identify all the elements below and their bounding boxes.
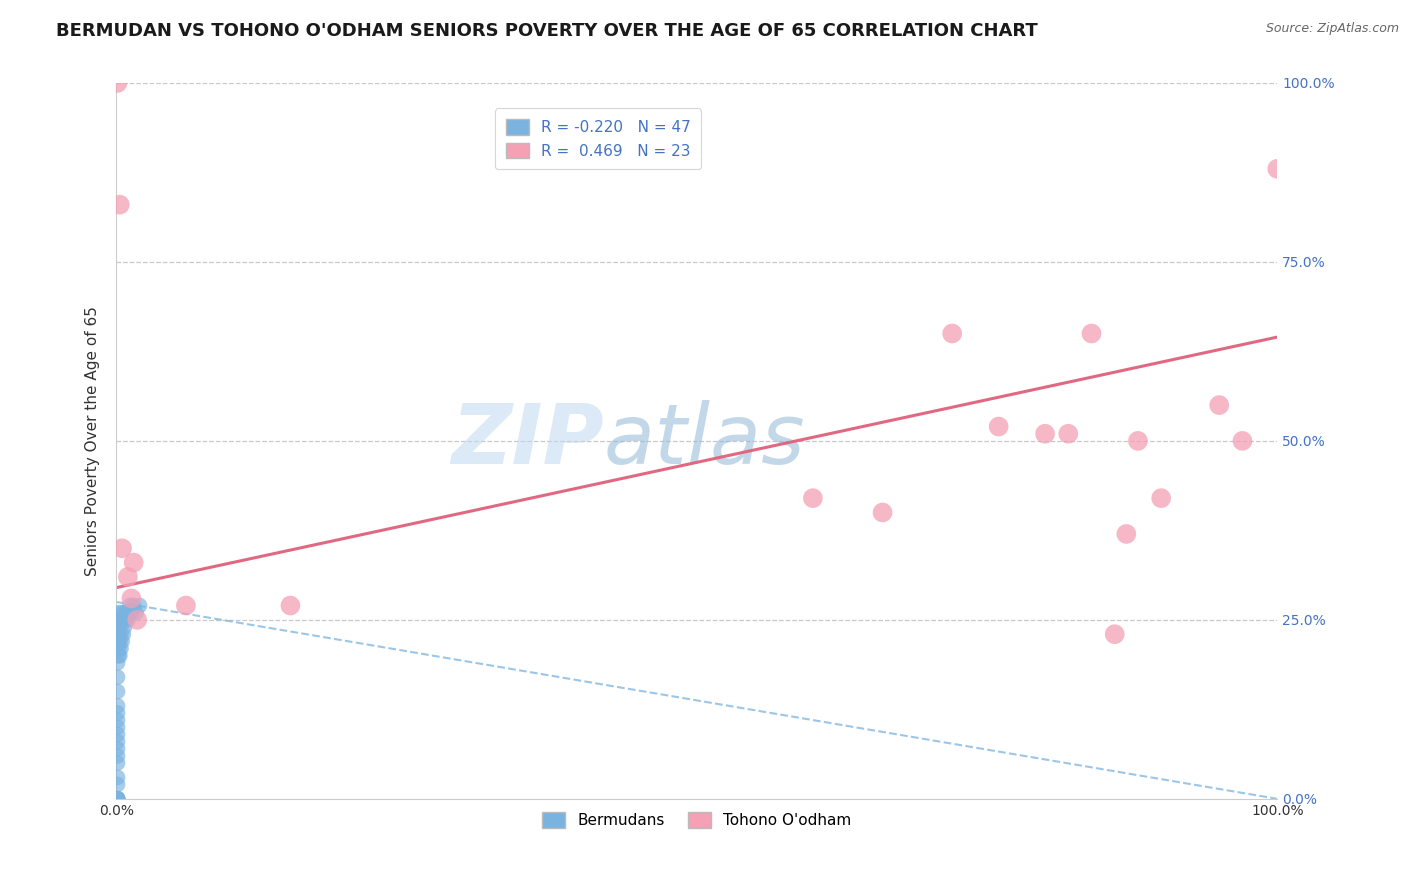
Point (107, 684, 129, 698)
Point (107, 76, 129, 90)
Point (107, 634, 129, 648)
Point (111, 606, 134, 620)
Point (801, 491, 824, 505)
Text: BERMUDAN VS TOHONO O'ODHAM SENIORS POVERTY OVER THE AGE OF 65 CORRELATION CHART: BERMUDAN VS TOHONO O'ODHAM SENIORS POVER… (56, 22, 1038, 40)
Point (122, 599, 145, 613)
Point (107, 792, 129, 806)
Point (110, 641, 132, 656)
Point (120, 599, 142, 613)
Point (1033, 426, 1056, 441)
Point (107, 792, 129, 806)
Point (108, 197, 131, 211)
Point (107, 713, 129, 727)
Text: atlas: atlas (605, 401, 806, 482)
Point (107, 627, 129, 641)
Point (174, 599, 197, 613)
Point (1057, 426, 1080, 441)
Point (115, 606, 138, 620)
Point (107, 620, 129, 634)
Point (128, 599, 150, 613)
Point (107, 706, 129, 720)
Point (107, 792, 129, 806)
Legend: Bermudans, Tohono O'odham: Bermudans, Tohono O'odham (536, 806, 858, 834)
Point (1150, 491, 1173, 505)
Point (987, 419, 1010, 434)
Point (111, 541, 134, 556)
Text: ZIP: ZIP (451, 401, 605, 482)
Point (107, 641, 129, 656)
Point (112, 620, 135, 634)
Point (872, 506, 894, 520)
Point (1115, 527, 1137, 541)
Point (120, 591, 142, 606)
Point (112, 613, 135, 627)
Point (1208, 398, 1230, 412)
Point (107, 606, 129, 620)
Point (941, 326, 963, 341)
Point (1104, 627, 1126, 641)
Point (122, 556, 145, 570)
Point (107, 792, 129, 806)
Point (110, 627, 132, 641)
Point (107, 727, 129, 741)
Y-axis label: Seniors Poverty Over the Age of 65: Seniors Poverty Over the Age of 65 (86, 306, 100, 576)
Point (107, 720, 129, 734)
Point (107, 756, 129, 770)
Point (280, 599, 302, 613)
Point (112, 606, 135, 620)
Point (107, 741, 129, 756)
Point (117, 570, 139, 584)
Point (114, 613, 136, 627)
Point (107, 613, 129, 627)
Point (107, 698, 129, 713)
Point (112, 627, 135, 641)
Point (107, 770, 129, 784)
Point (107, 748, 129, 763)
Point (107, 792, 129, 806)
Text: Source: ZipAtlas.com: Source: ZipAtlas.com (1265, 22, 1399, 36)
Point (107, 777, 129, 791)
Point (125, 606, 148, 620)
Point (117, 613, 139, 627)
Point (1080, 326, 1102, 341)
Point (107, 648, 129, 663)
Point (118, 606, 141, 620)
Point (127, 613, 149, 627)
Point (108, 648, 131, 663)
Point (107, 734, 129, 748)
Point (107, 670, 129, 684)
Point (110, 613, 132, 627)
Point (120, 606, 142, 620)
Point (1265, 161, 1288, 176)
Point (107, 792, 129, 806)
Point (107, 656, 129, 670)
Point (111, 634, 134, 648)
Point (1126, 434, 1149, 448)
Point (108, 634, 131, 648)
Point (1232, 434, 1254, 448)
